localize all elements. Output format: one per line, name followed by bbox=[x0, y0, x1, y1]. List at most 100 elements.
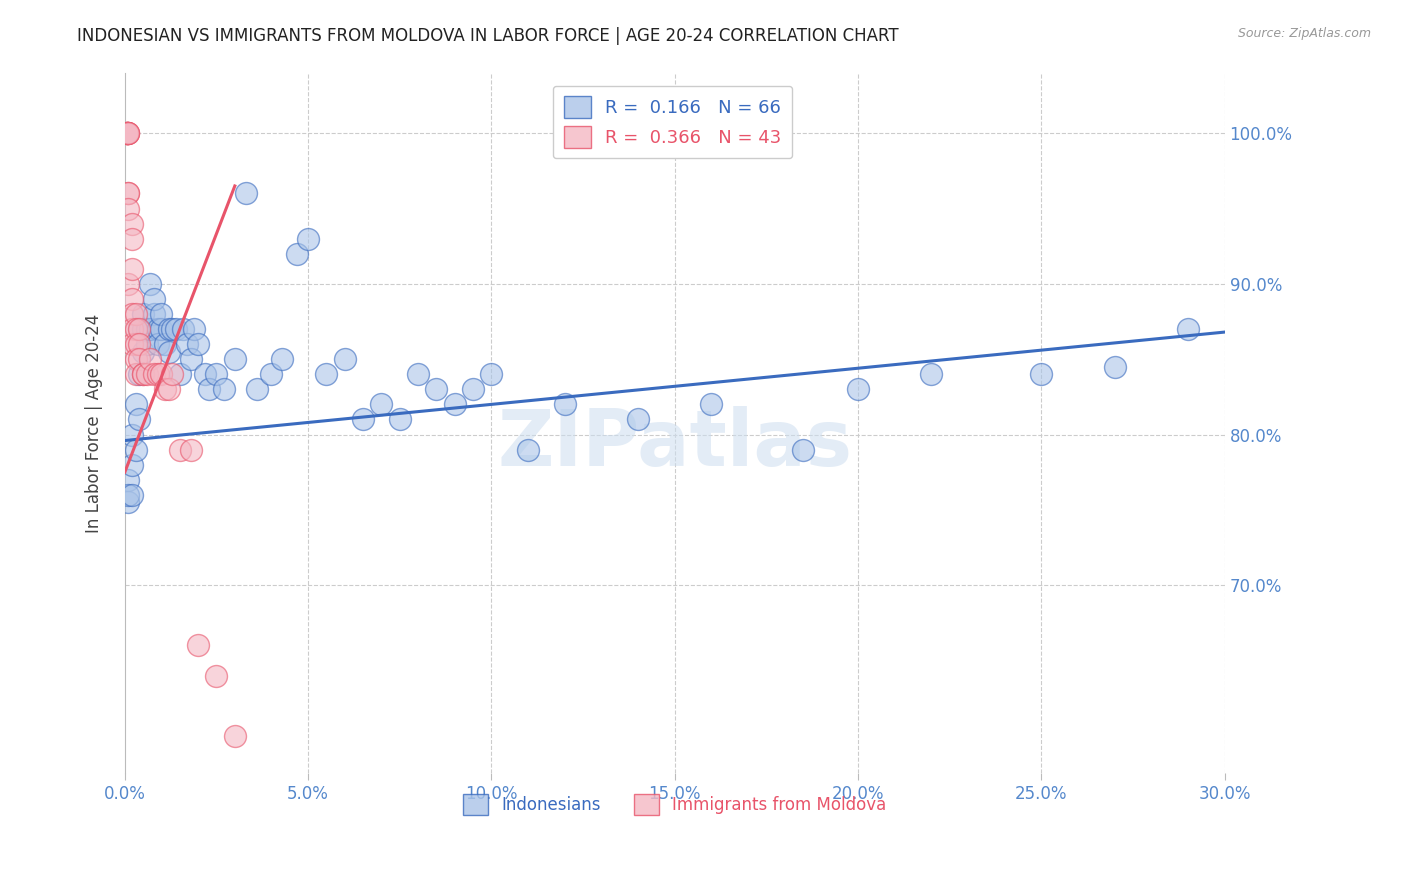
Point bbox=[117, 186, 139, 201]
Point bbox=[183, 322, 205, 336]
Point bbox=[132, 307, 155, 321]
Point bbox=[180, 352, 202, 367]
Point bbox=[128, 322, 150, 336]
Point bbox=[139, 322, 162, 336]
Point bbox=[224, 729, 246, 743]
Point bbox=[846, 382, 869, 396]
Point bbox=[135, 322, 157, 336]
Point bbox=[117, 488, 139, 502]
Point bbox=[135, 368, 157, 382]
Point bbox=[157, 322, 180, 336]
Point bbox=[150, 322, 173, 336]
Point bbox=[187, 337, 209, 351]
Point bbox=[235, 186, 257, 201]
Point bbox=[125, 322, 148, 336]
Point bbox=[117, 126, 139, 140]
Point bbox=[121, 292, 143, 306]
Text: INDONESIAN VS IMMIGRANTS FROM MOLDOVA IN LABOR FORCE | AGE 20-24 CORRELATION CHA: INDONESIAN VS IMMIGRANTS FROM MOLDOVA IN… bbox=[77, 27, 898, 45]
Point bbox=[121, 232, 143, 246]
Point bbox=[117, 126, 139, 140]
Point bbox=[285, 246, 308, 260]
Point bbox=[388, 412, 411, 426]
Point bbox=[117, 473, 139, 487]
Point bbox=[517, 442, 540, 457]
Point bbox=[443, 397, 465, 411]
Point bbox=[463, 382, 485, 396]
Point bbox=[157, 344, 180, 359]
Point bbox=[128, 368, 150, 382]
Point bbox=[1031, 368, 1053, 382]
Point bbox=[246, 382, 269, 396]
Point bbox=[146, 337, 169, 351]
Point bbox=[121, 488, 143, 502]
Point bbox=[117, 126, 139, 140]
Point bbox=[128, 337, 150, 351]
Point bbox=[150, 368, 173, 382]
Point bbox=[370, 397, 392, 411]
Point bbox=[198, 382, 221, 396]
Point bbox=[115, 126, 138, 140]
Point bbox=[792, 442, 814, 457]
Point bbox=[132, 368, 155, 382]
Point bbox=[117, 495, 139, 509]
Y-axis label: In Labor Force | Age 20-24: In Labor Force | Age 20-24 bbox=[86, 314, 103, 533]
Point bbox=[128, 322, 150, 336]
Point bbox=[121, 458, 143, 472]
Point bbox=[143, 368, 166, 382]
Point bbox=[132, 344, 155, 359]
Point bbox=[176, 337, 198, 351]
Legend: Indonesians, Immigrants from Moldova: Indonesians, Immigrants from Moldova bbox=[453, 784, 897, 824]
Point bbox=[125, 442, 148, 457]
Point bbox=[162, 368, 184, 382]
Point bbox=[125, 307, 148, 321]
Point bbox=[162, 322, 184, 336]
Point bbox=[121, 337, 143, 351]
Point bbox=[121, 427, 143, 442]
Point bbox=[1104, 359, 1126, 374]
Point bbox=[121, 217, 143, 231]
Text: ZIPatlas: ZIPatlas bbox=[498, 406, 852, 483]
Point bbox=[157, 382, 180, 396]
Point bbox=[180, 442, 202, 457]
Point bbox=[125, 368, 148, 382]
Point bbox=[173, 322, 195, 336]
Point bbox=[297, 232, 319, 246]
Point bbox=[115, 126, 138, 140]
Point bbox=[700, 397, 723, 411]
Point bbox=[554, 397, 576, 411]
Point bbox=[224, 352, 246, 367]
Point bbox=[117, 186, 139, 201]
Point bbox=[194, 368, 217, 382]
Point bbox=[125, 352, 148, 367]
Point bbox=[115, 126, 138, 140]
Point bbox=[920, 368, 942, 382]
Point bbox=[627, 412, 650, 426]
Point bbox=[333, 352, 356, 367]
Point bbox=[153, 382, 176, 396]
Point bbox=[139, 352, 162, 367]
Point bbox=[169, 442, 191, 457]
Point bbox=[121, 261, 143, 276]
Point bbox=[143, 307, 166, 321]
Point bbox=[165, 322, 187, 336]
Point bbox=[1177, 322, 1199, 336]
Point bbox=[187, 639, 209, 653]
Point bbox=[169, 368, 191, 382]
Point bbox=[121, 322, 143, 336]
Point bbox=[271, 352, 294, 367]
Text: Source: ZipAtlas.com: Source: ZipAtlas.com bbox=[1237, 27, 1371, 40]
Point bbox=[143, 292, 166, 306]
Point bbox=[315, 368, 337, 382]
Point bbox=[205, 668, 228, 682]
Point bbox=[481, 368, 503, 382]
Point bbox=[139, 277, 162, 291]
Point bbox=[146, 368, 169, 382]
Point bbox=[128, 352, 150, 367]
Point bbox=[132, 322, 155, 336]
Point bbox=[125, 397, 148, 411]
Point bbox=[125, 337, 148, 351]
Point bbox=[212, 382, 235, 396]
Point bbox=[146, 322, 169, 336]
Point bbox=[150, 307, 173, 321]
Point bbox=[115, 126, 138, 140]
